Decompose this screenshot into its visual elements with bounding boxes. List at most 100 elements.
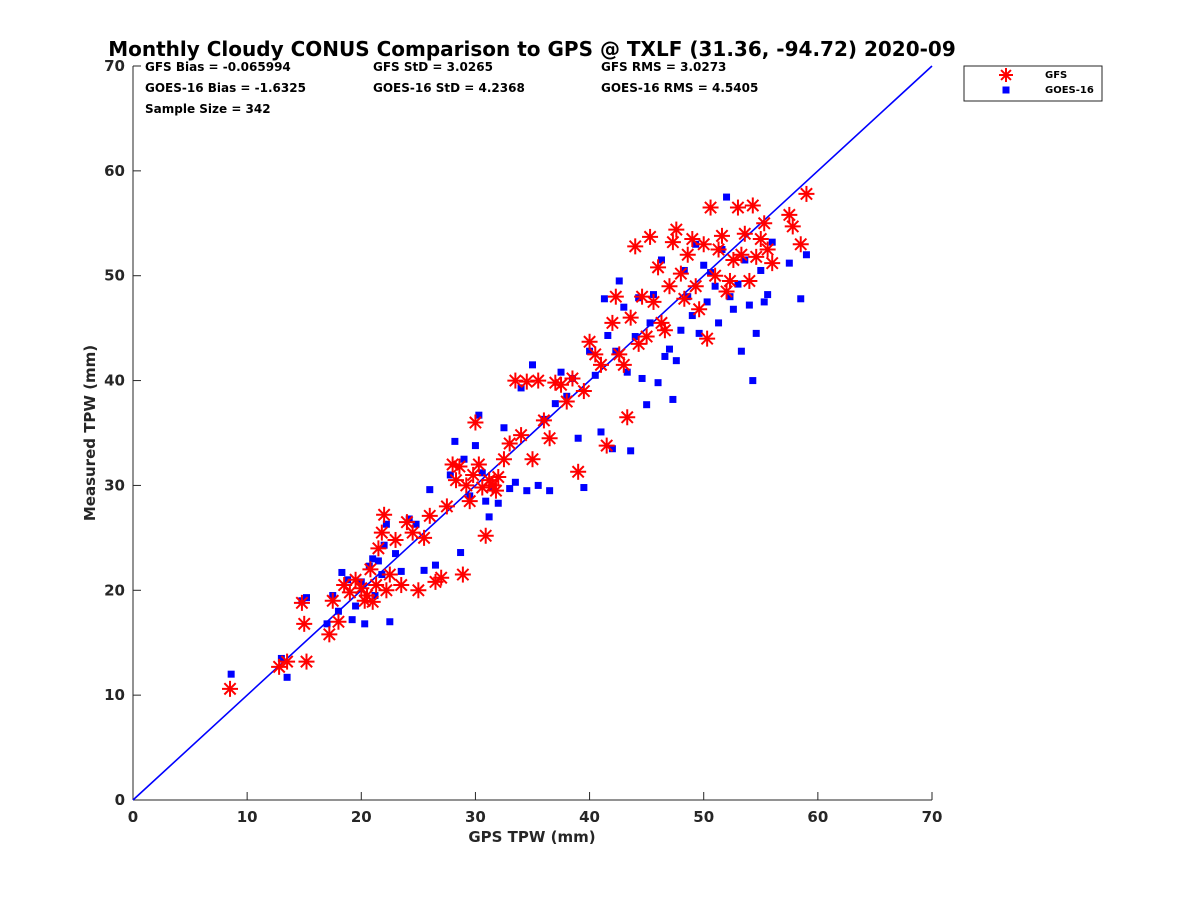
goes-16-point	[386, 618, 394, 626]
gfs-point	[381, 566, 398, 583]
goes-16-point	[608, 445, 616, 453]
gfs-point	[672, 265, 689, 282]
stat-gfs-std: GFS StD = 3.0265	[373, 60, 493, 74]
goes-16-point	[471, 442, 479, 450]
goes-16-point	[638, 374, 646, 382]
y-tick-label: 40	[104, 372, 125, 390]
y-tick-label: 0	[115, 791, 125, 809]
goes-16-point	[646, 319, 654, 327]
gfs-point	[619, 409, 636, 426]
gfs-point	[581, 333, 598, 350]
gfs-point	[615, 356, 632, 373]
goes-16-point	[600, 295, 608, 303]
goes-16-point	[392, 550, 400, 558]
goes-16-point	[620, 303, 628, 311]
goes-16-point	[726, 293, 734, 301]
gfs-point	[656, 322, 673, 339]
gfs-point	[524, 451, 541, 468]
goes-16-point	[365, 562, 373, 570]
series-gfs	[222, 185, 815, 697]
gfs-point	[467, 414, 484, 431]
gfs-point	[553, 376, 570, 393]
gfs-point	[433, 569, 450, 586]
goes-16-point	[420, 566, 428, 574]
gfs-point	[707, 267, 724, 284]
gfs-point	[373, 524, 390, 541]
gfs-point	[702, 199, 719, 216]
goes-16-point	[397, 567, 405, 575]
y-tick-label: 60	[104, 162, 125, 180]
y-axis-ticks: 0 10 20 30 40 50 60 70	[104, 57, 141, 809]
gfs-point	[687, 278, 704, 295]
gfs-point	[393, 577, 410, 594]
gfs-point	[592, 356, 609, 373]
goes-16-point	[482, 497, 490, 505]
goes-16-point	[457, 549, 465, 557]
gfs-point	[721, 272, 738, 289]
goes-16-point	[361, 620, 369, 628]
goes-16-point	[643, 401, 651, 409]
legend-gfs-asterisk	[999, 68, 1013, 82]
goes-16-point	[426, 486, 434, 494]
gfs-point	[410, 582, 427, 599]
gfs-point	[490, 469, 507, 486]
gfs-point	[784, 218, 801, 235]
gfs-point	[744, 197, 761, 214]
gfs-point	[330, 613, 347, 630]
goes-16-point	[729, 305, 737, 313]
goes-16-point	[764, 291, 772, 299]
gfs-point	[710, 241, 727, 258]
gfs-point	[378, 582, 395, 599]
gfs-point	[668, 221, 685, 238]
goes-16-point	[338, 568, 346, 576]
gfs-point	[362, 561, 379, 578]
gfs-point	[541, 430, 558, 447]
gfs-point	[495, 451, 512, 468]
gfs-point	[718, 283, 735, 300]
goes-16-point	[757, 266, 765, 274]
goes-16-point	[523, 487, 531, 495]
x-tick-label: 20	[351, 808, 372, 826]
goes-16-point	[283, 673, 291, 681]
gfs-point	[713, 227, 730, 244]
gfs-point	[729, 199, 746, 216]
gfs-point	[676, 290, 693, 307]
gfs-point	[376, 506, 393, 523]
goes-16-point	[529, 361, 536, 369]
goes-16-point	[657, 256, 665, 264]
gfs-point	[513, 427, 530, 444]
goes-16-point	[597, 428, 605, 436]
gfs-point	[501, 435, 518, 452]
gfs-point	[748, 248, 765, 265]
goes-16-point	[334, 607, 342, 615]
stat-sample-size: Sample Size = 342	[145, 102, 271, 116]
goes-16-point	[557, 368, 565, 376]
gfs-point	[558, 393, 575, 410]
goes-16-point	[627, 447, 635, 455]
legend-label-gfs: GFS	[1045, 70, 1067, 81]
goes-16-point	[574, 434, 582, 442]
legend-box	[963, 65, 1103, 102]
goes-16-point	[669, 395, 677, 403]
goes-16-point	[227, 670, 235, 678]
x-tick-label: 0	[128, 808, 138, 826]
goes-16-point	[723, 193, 731, 201]
stat-goes-bias: GOES-16 Bias = -1.6325	[145, 81, 306, 95]
gfs-point	[293, 594, 310, 611]
gfs-point	[759, 241, 776, 258]
plot-axes	[132, 66, 932, 801]
gfs-point	[664, 234, 681, 251]
goes-16-point	[412, 520, 420, 528]
stat-goes-std: GOES-16 StD = 4.2368	[373, 81, 525, 95]
goes-16-point	[715, 319, 723, 327]
gfs-point	[421, 507, 438, 524]
stat-gfs-bias: GFS Bias = -0.065994	[145, 60, 291, 74]
goes-16-point	[797, 295, 805, 303]
goes-16-point	[551, 400, 559, 408]
gfs-point	[438, 498, 455, 515]
y-tick-label: 20	[104, 581, 125, 599]
goes-16-point	[785, 259, 793, 267]
gfs-point	[622, 309, 639, 326]
gfs-point	[321, 626, 338, 643]
